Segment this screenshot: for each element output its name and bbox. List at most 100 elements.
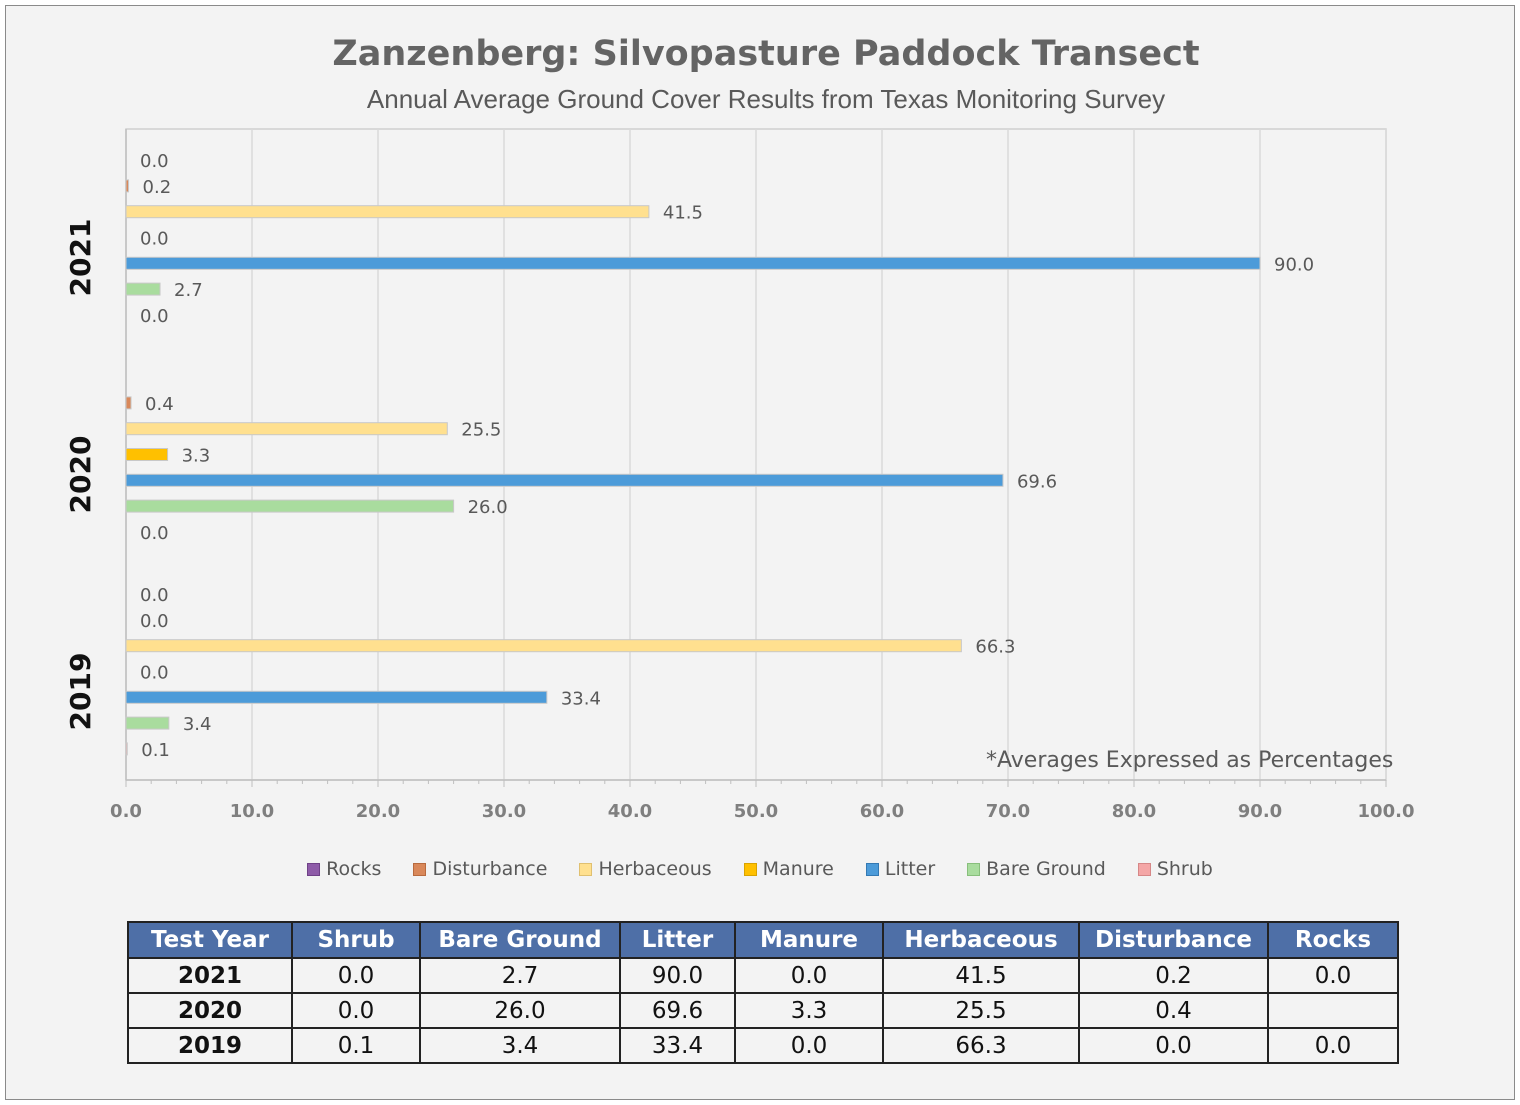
table-header: Litter <box>619 921 736 959</box>
table-cell: 90.0 <box>619 957 736 994</box>
x-tick-label: 10.0 <box>230 801 274 822</box>
x-tick-label: 100.0 <box>1358 801 1415 822</box>
x-tick-label: 40.0 <box>608 801 652 822</box>
legend-swatch <box>1137 862 1151 876</box>
x-tick-label: 50.0 <box>734 801 778 822</box>
category-label: 2019 <box>64 653 97 731</box>
x-tick-label: 20.0 <box>356 801 400 822</box>
table-cell: 0.4 <box>1078 992 1269 1029</box>
legend-swatch <box>579 862 593 876</box>
category-label: 2021 <box>64 219 97 297</box>
legend-swatch <box>743 862 757 876</box>
table-cell: 0.0 <box>734 957 884 994</box>
bar-litter <box>125 473 1004 487</box>
data-label: 25.5 <box>461 420 501 441</box>
chart-subtitle: Annual Average Ground Cover Results from… <box>366 84 1166 114</box>
table-cell: 69.6 <box>619 992 736 1029</box>
data-label: 69.6 <box>1017 471 1057 492</box>
legend-item-bare-ground: Bare Ground <box>967 858 1106 880</box>
legend-item-rocks: Rocks <box>307 858 381 880</box>
data-label: 0.0 <box>140 229 169 250</box>
bar-herbaceous <box>125 205 650 219</box>
data-label: 0.0 <box>140 523 169 544</box>
legend-swatch <box>307 862 321 876</box>
legend-swatch <box>967 862 981 876</box>
legend-swatch <box>413 862 427 876</box>
category-label: 2020 <box>64 436 97 514</box>
table-cell: 25.5 <box>882 992 1080 1029</box>
bar-disturbance <box>125 179 130 193</box>
table-row: 2019 0.1 3.4 33.4 0.0 66.3 0.0 0.0 <box>127 1027 1399 1064</box>
data-table: Test Year Shrub Bare Ground Litter Manur… <box>127 921 1399 1064</box>
data-label: 0.0 <box>140 306 169 327</box>
data-label: 3.3 <box>182 446 211 467</box>
bar-herbaceous <box>125 422 448 436</box>
bar-shrub <box>125 742 128 756</box>
legend-label: Disturbance <box>432 858 548 880</box>
legend-label: Rocks <box>326 858 382 880</box>
x-tick-label: 60.0 <box>860 801 904 822</box>
bar-litter <box>125 690 548 704</box>
table-cell: 2.7 <box>419 957 621 994</box>
bar-manure <box>125 448 169 461</box>
data-label: 0.0 <box>140 663 169 684</box>
data-label: 0.0 <box>140 151 169 172</box>
data-label: 41.5 <box>663 203 703 224</box>
legend-item-herbaceous: Herbaceous <box>579 858 712 880</box>
table-cell: 2020 <box>127 992 293 1029</box>
table-cell: 3.4 <box>419 1027 621 1064</box>
table-row: 2020 0.0 26.0 69.6 3.3 25.5 0.4 <box>127 992 1399 1029</box>
bar-bare-ground <box>125 716 170 730</box>
table-cell: 0.0 <box>1078 1027 1269 1064</box>
table-cell: 0.0 <box>1267 1027 1399 1064</box>
table-header-row: Test Year Shrub Bare Ground Litter Manur… <box>127 921 1399 959</box>
table-header: Herbaceous <box>882 921 1080 959</box>
data-label: 2.7 <box>174 280 203 301</box>
table-cell: 2021 <box>127 957 293 994</box>
legend-item-shrub: Shrub <box>1137 858 1213 880</box>
chart-title: Zanzenberg: Silvopasture Paddock Transec… <box>332 34 1200 74</box>
table-cell: 0.2 <box>1078 957 1269 994</box>
table-cell: 0.0 <box>1267 957 1399 994</box>
table-row: 2021 0.0 2.7 90.0 0.0 41.5 0.2 0.0 <box>127 957 1399 994</box>
legend-item-disturbance: Disturbance <box>413 858 547 880</box>
chart-legend: Rocks Disturbance Herbaceous Manure Litt… <box>0 858 1520 880</box>
table-header: Shrub <box>291 921 421 959</box>
x-tick-label: 30.0 <box>482 801 526 822</box>
bar-herbaceous <box>125 639 962 653</box>
bar-bare-ground <box>125 499 455 513</box>
data-label: 0.2 <box>143 177 172 198</box>
table-cell: 26.0 <box>419 992 621 1029</box>
data-label: 66.3 <box>975 637 1015 658</box>
bar-disturbance <box>125 396 132 410</box>
table-header: Test Year <box>127 921 293 959</box>
legend-label: Bare Ground <box>986 858 1106 880</box>
table-cell: 0.1 <box>291 1027 421 1064</box>
legend-swatch <box>865 862 879 876</box>
x-tick-label: 0.0 <box>110 801 142 822</box>
data-label: 0.1 <box>141 740 170 761</box>
table-cell <box>1267 992 1399 1029</box>
data-label: 0.0 <box>140 585 169 606</box>
data-label: 90.0 <box>1274 254 1314 275</box>
x-tick-label: 90.0 <box>1238 801 1282 822</box>
table-cell: 0.0 <box>734 1027 884 1064</box>
bar-chart: 0.0 10.0 20.0 30.0 40.0 50.0 60.0 70.0 80.0 90.0 1… <box>64 128 1415 822</box>
data-label: 3.4 <box>183 714 212 735</box>
legend-label: Litter <box>884 858 936 880</box>
data-label: 26.0 <box>468 497 508 518</box>
table-cell: 66.3 <box>882 1027 1080 1064</box>
legend-item-litter: Litter <box>865 858 936 880</box>
bar-litter <box>125 256 1261 270</box>
table-cell: 41.5 <box>882 957 1080 994</box>
legend-item-manure: Manure <box>743 858 834 880</box>
legend-label: Herbaceous <box>598 858 712 880</box>
data-label: 0.4 <box>145 394 174 415</box>
table-header: Manure <box>734 921 884 959</box>
table-header: Disturbance <box>1078 921 1269 959</box>
legend-label: Shrub <box>1156 858 1213 880</box>
x-tick-label: 70.0 <box>986 801 1030 822</box>
data-label: 0.0 <box>140 611 169 632</box>
x-tick-label: 80.0 <box>1112 801 1156 822</box>
table-header: Bare Ground <box>419 921 621 959</box>
